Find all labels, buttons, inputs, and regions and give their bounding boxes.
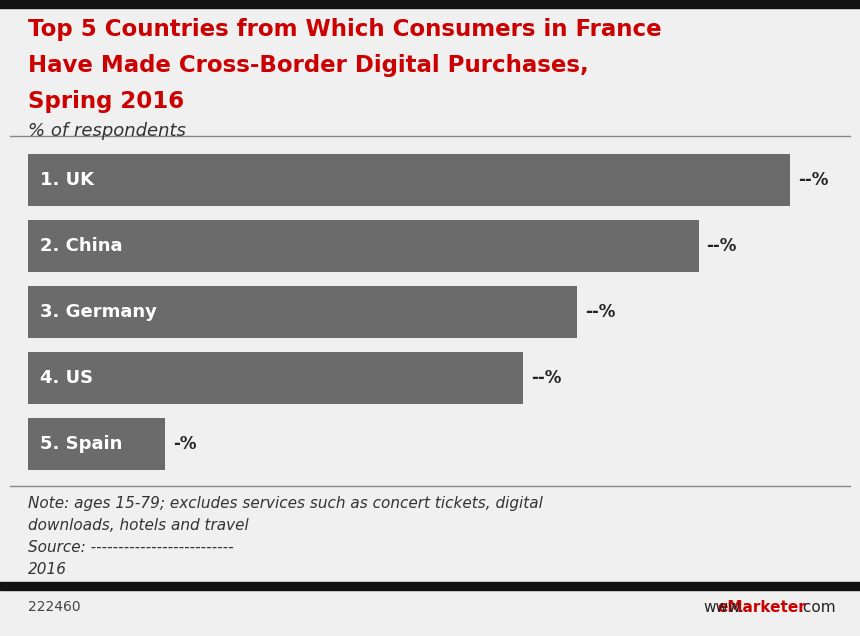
Bar — [28, 154, 790, 206]
Text: 2016: 2016 — [28, 562, 67, 577]
Text: 3. Germany: 3. Germany — [40, 303, 157, 321]
Text: Top 5 Countries from Which Consumers in France: Top 5 Countries from Which Consumers in … — [28, 18, 661, 41]
Text: Spring 2016: Spring 2016 — [28, 90, 184, 113]
Text: --%: --% — [531, 369, 562, 387]
Text: 1. UK: 1. UK — [40, 171, 94, 189]
Bar — [28, 418, 165, 470]
Text: eMarketer: eMarketer — [717, 600, 806, 615]
Text: % of respondents: % of respondents — [28, 122, 186, 140]
Text: Note: ages 15-79; excludes services such as concert tickets, digital: Note: ages 15-79; excludes services such… — [28, 496, 543, 511]
Bar — [28, 220, 698, 272]
Text: --%: --% — [798, 171, 828, 189]
Text: --%: --% — [707, 237, 737, 255]
Text: -%: -% — [173, 435, 197, 453]
Text: Source: --------------------------: Source: -------------------------- — [28, 540, 234, 555]
Text: 4. US: 4. US — [40, 369, 93, 387]
Text: downloads, hotels and travel: downloads, hotels and travel — [28, 518, 249, 533]
Text: Have Made Cross-Border Digital Purchases,: Have Made Cross-Border Digital Purchases… — [28, 54, 589, 77]
Text: 5. Spain: 5. Spain — [40, 435, 122, 453]
Text: 2. China: 2. China — [40, 237, 122, 255]
Text: 222460: 222460 — [28, 600, 81, 614]
Bar — [28, 352, 523, 404]
Text: .com: .com — [798, 600, 836, 615]
Bar — [28, 286, 577, 338]
Text: www.: www. — [703, 600, 744, 615]
Text: --%: --% — [585, 303, 615, 321]
